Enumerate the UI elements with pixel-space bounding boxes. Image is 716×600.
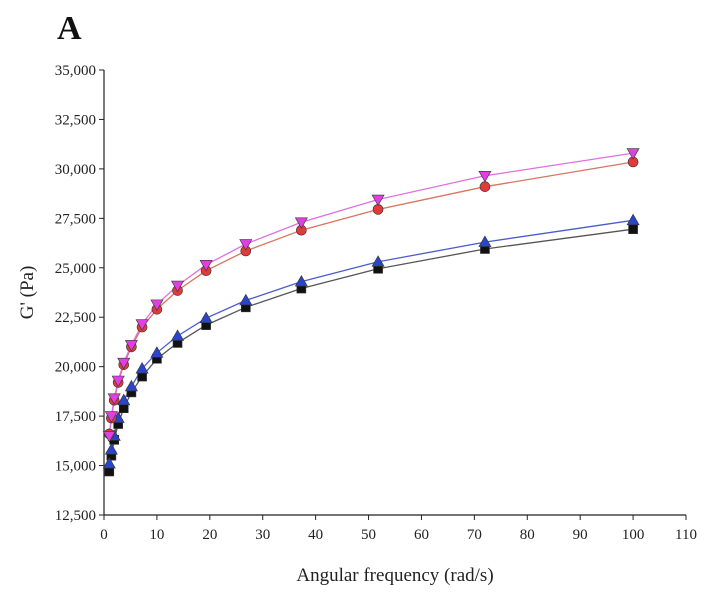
x-tick-label: 80 [520,527,535,543]
series-line-2 [108,219,634,464]
data-point-inverted-triangle [135,319,149,331]
y-tick-label: 32,500 [55,112,96,128]
data-point-triangle [102,456,116,469]
data-point-inverted-triangle [102,431,116,443]
panel-label: A [57,10,82,47]
x-tick-label: 100 [622,527,645,543]
data-point-inverted-triangle [124,340,138,352]
series-line-0 [108,152,634,436]
data-point-inverted-triangle [626,148,640,160]
data-point-triangle [104,443,118,455]
data-point-triangle [124,379,138,392]
data-point-inverted-triangle [294,217,308,229]
series-line-1 [108,161,634,434]
data-point-square [628,224,638,235]
y-tick-label: 15,000 [55,459,96,475]
y-tick-label: 30,000 [55,162,96,178]
x-tick-label: 90 [573,527,588,543]
y-tick-label: 22,500 [55,310,96,326]
series-markers [102,148,640,477]
x-tick-label: 30 [255,527,270,543]
data-point-triangle [294,275,308,287]
data-point-inverted-triangle [199,260,213,272]
x-tick-label: 60 [414,527,429,543]
data-point-triangle [150,346,164,358]
data-point-circle [479,181,491,192]
data-point-triangle [135,362,149,374]
data-point-triangle [171,329,185,341]
data-point-inverted-triangle [171,280,185,293]
data-point-inverted-triangle [107,393,121,405]
series-line-3 [108,228,634,472]
data-point-inverted-triangle [111,375,125,388]
data-point-triangle [478,235,492,247]
y-tick-label: 25,000 [55,261,96,277]
x-tick-label: 40 [308,527,323,543]
y-tick-label: 20,000 [55,360,96,376]
data-point-inverted-triangle [150,299,164,311]
x-tick-label: 70 [467,527,482,543]
data-point-triangle [117,393,131,406]
data-point-triangle [199,311,213,324]
data-point-inverted-triangle [239,239,253,251]
data-point-inverted-triangle [371,194,385,207]
data-point-inverted-triangle [104,411,118,423]
series-lines [108,152,634,472]
data-point-triangle [371,255,385,267]
x-tick-label: 20 [202,527,217,543]
x-axis-title: Angular frequency (rad/s) [296,565,493,586]
y-tick-label: 27,500 [55,211,96,227]
y-tick-label: 12,500 [55,508,96,524]
x-tick-label: 10 [149,527,164,543]
y-tick-label: 35,000 [55,63,96,79]
y-axis-title: G' (Pa) [17,266,38,320]
x-tick-label: 0 [100,527,108,543]
axes: 0 10 20 30 40 50 60 70 80 90 100 110 12,500 15,000 17,… [55,63,697,543]
data-point-inverted-triangle [117,357,131,370]
x-tick-label: 50 [361,527,376,543]
data-point-inverted-triangle [478,171,492,183]
data-point-triangle [239,293,253,306]
y-tick-label: 17,500 [55,409,96,425]
data-point-triangle [626,213,640,226]
x-tick-label: 110 [675,527,697,543]
